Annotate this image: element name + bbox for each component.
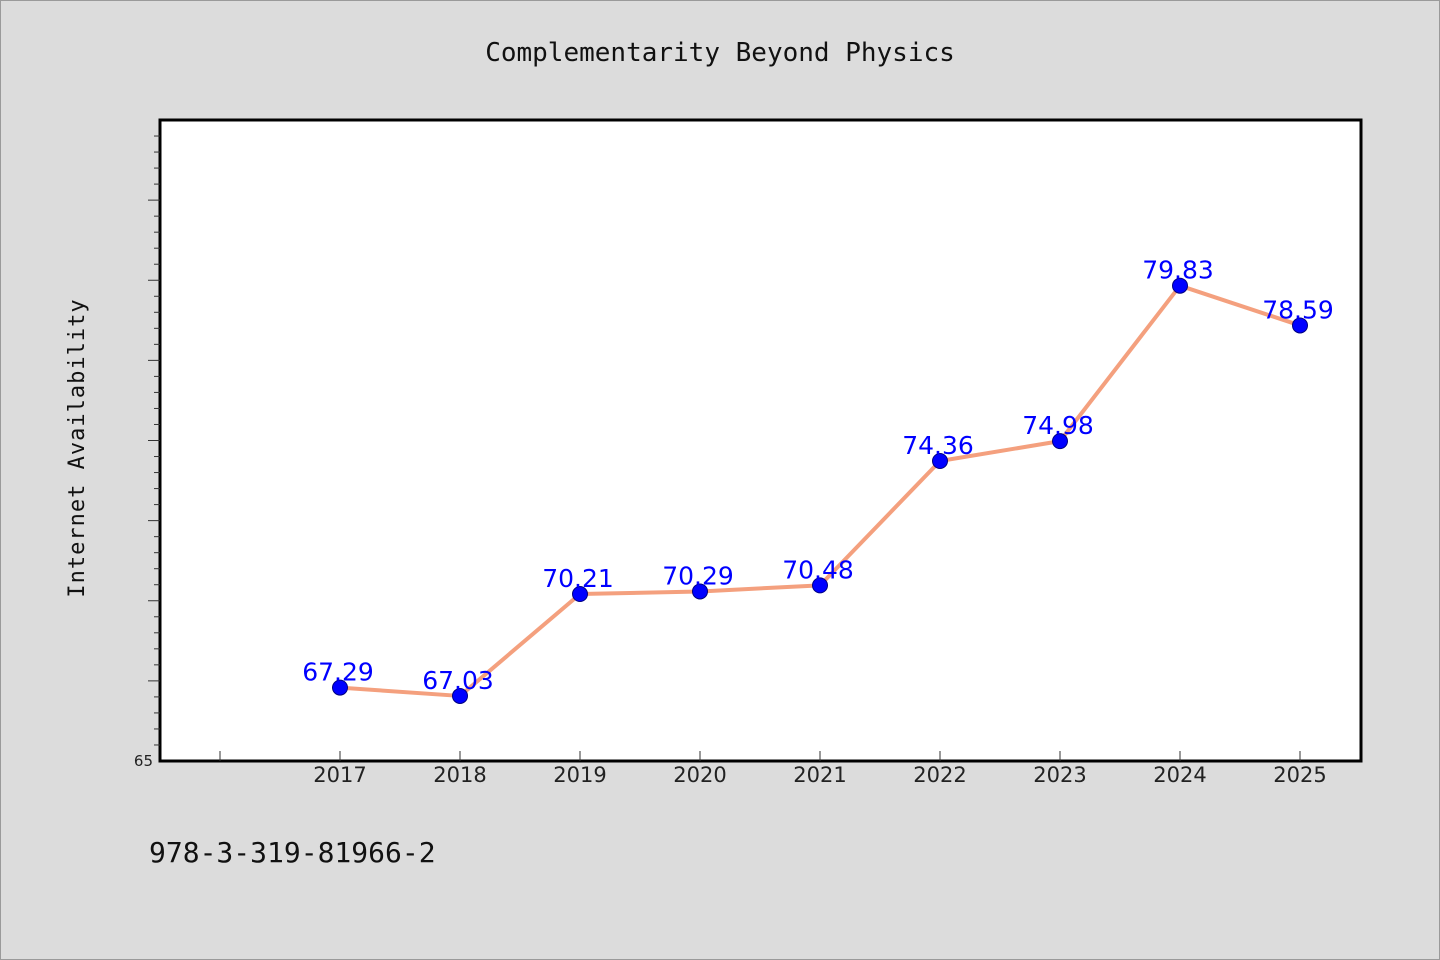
data-point bbox=[692, 583, 708, 600]
x-axis-ticks: 2017 2018 2019 2020 2021 2022 2023 2024 2025 bbox=[219, 751, 1327, 787]
x-tick-label: 2017 bbox=[313, 763, 366, 787]
x-tick-label: 2022 bbox=[913, 763, 966, 787]
data-label: 67.29 bbox=[302, 658, 374, 687]
x-tick-label: 2024 bbox=[1153, 763, 1206, 787]
chart-title: Complementarity Beyond Physics bbox=[485, 38, 955, 68]
data-point bbox=[812, 577, 828, 594]
x-tick-label: 2025 bbox=[1273, 763, 1326, 787]
plot-area bbox=[158, 118, 1363, 763]
data-label: 74.36 bbox=[902, 431, 974, 460]
data-label: 70.48 bbox=[782, 555, 854, 584]
x-tick-label: 2020 bbox=[673, 763, 726, 787]
isbn-footer: 978-3-319-81966-2 bbox=[149, 836, 436, 869]
data-label: 74.98 bbox=[1022, 411, 1094, 440]
x-tick-label: 2023 bbox=[1033, 763, 1086, 787]
x-tick-label: 2019 bbox=[553, 763, 606, 787]
data-label: 79.83 bbox=[1142, 256, 1214, 285]
data-labels: 67.29 67.03 70.21 70.29 70.48 74.36 74.98 79.83… bbox=[302, 256, 1334, 695]
data-point bbox=[1292, 317, 1308, 334]
y-tick-label-65: 65 bbox=[134, 752, 153, 770]
data-point bbox=[1172, 277, 1188, 294]
y-axis-ticks bbox=[148, 135, 160, 746]
y-axis-label: Internet Availability bbox=[65, 298, 90, 597]
data-label: 70.29 bbox=[662, 561, 734, 590]
data-point bbox=[1052, 433, 1068, 450]
data-label: 78.59 bbox=[1262, 295, 1334, 324]
series-markers bbox=[332, 277, 1308, 704]
data-point bbox=[452, 687, 468, 704]
data-label: 67.03 bbox=[422, 666, 494, 695]
data-point bbox=[332, 679, 348, 696]
data-label: 70.21 bbox=[542, 564, 614, 593]
x-tick-label: 2021 bbox=[793, 763, 846, 787]
data-point bbox=[932, 453, 948, 470]
data-point bbox=[572, 586, 588, 603]
x-tick-label: 2018 bbox=[433, 763, 486, 787]
